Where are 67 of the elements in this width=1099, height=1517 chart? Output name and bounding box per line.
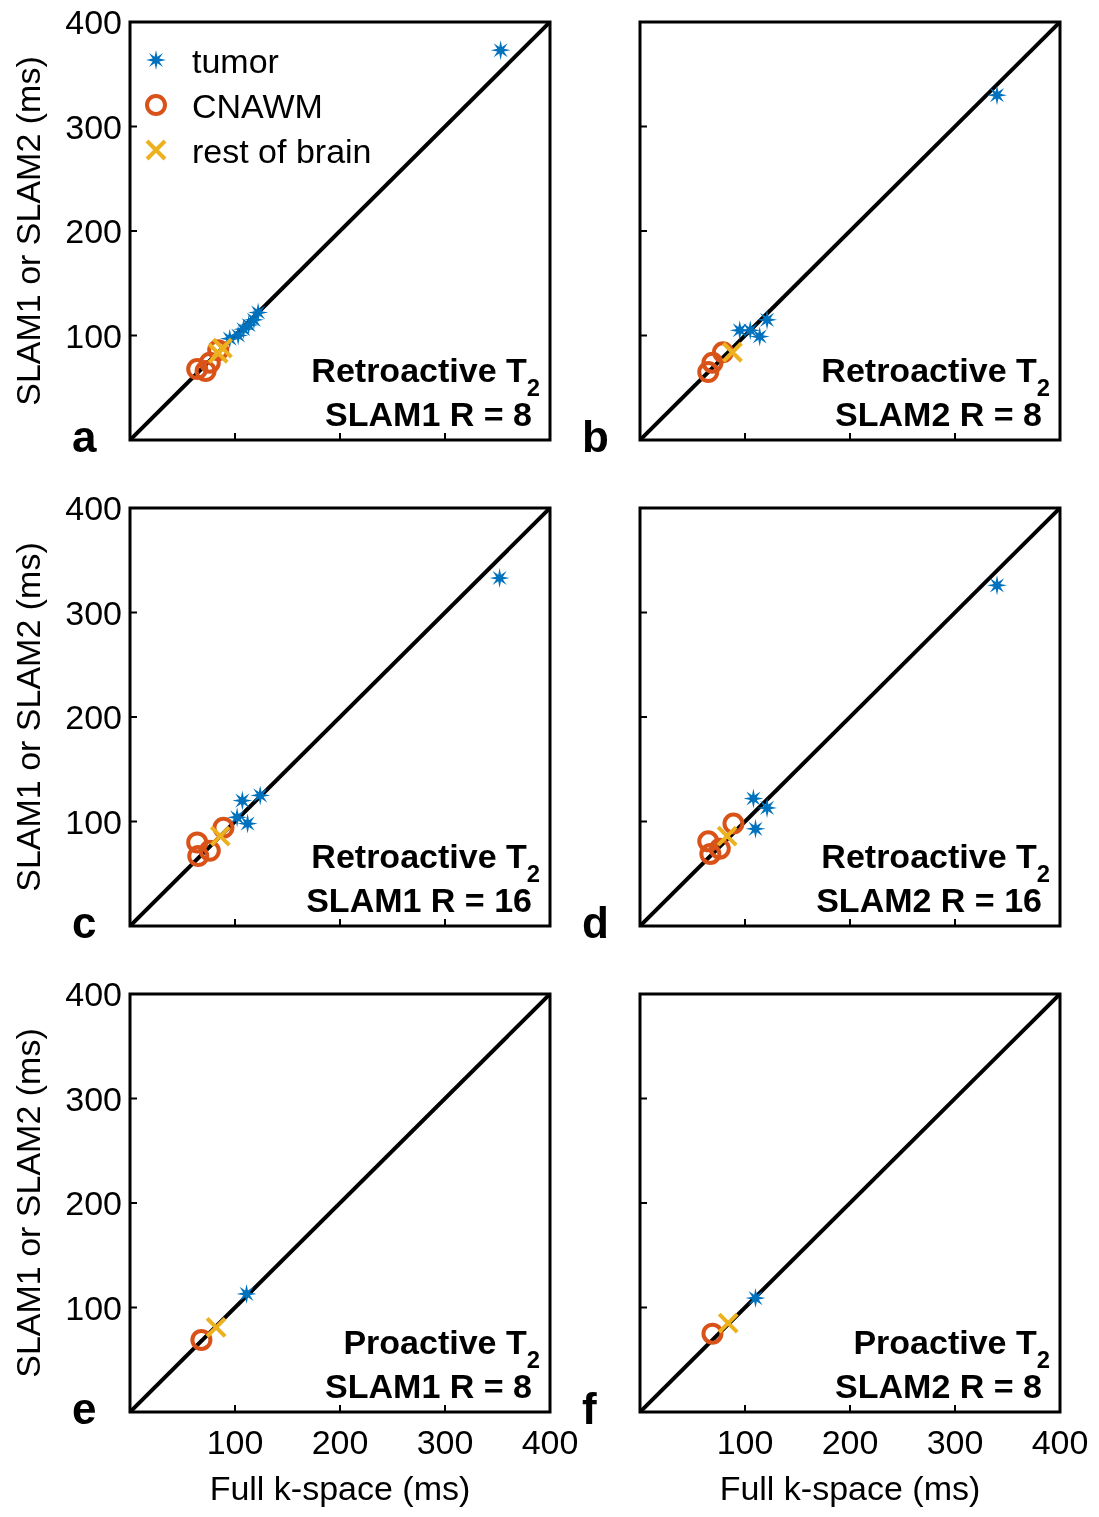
point: [190, 1328, 213, 1351]
point: [186, 357, 209, 380]
y-axis-title: SLAM1 or SLAM2 (ms): [9, 56, 47, 406]
x-axis-title: Full k-space (ms): [719, 1469, 981, 1507]
y-tick-label: 200: [65, 212, 122, 250]
text: f: [582, 1384, 597, 1433]
text: b: [582, 412, 609, 461]
point: [743, 788, 764, 809]
point: [194, 360, 217, 383]
y-axis-title: SLAM1 or SLAM2 (ms): [9, 542, 47, 892]
y-tick-label: 100: [65, 316, 122, 355]
y-tick-label: 300: [65, 593, 122, 632]
x-tick-label: 400: [521, 1423, 579, 1461]
point: [205, 1316, 228, 1339]
y-tick-label: 200: [65, 698, 122, 736]
point: [757, 309, 778, 330]
y-tick-label: 400: [65, 975, 122, 1013]
point: [722, 812, 745, 835]
text: c: [72, 898, 97, 947]
point: [701, 351, 724, 374]
x-tick-label: 200: [311, 1423, 369, 1461]
x-tick-label: 100: [206, 1423, 264, 1461]
x-tick-label: 200: [821, 1423, 879, 1461]
y-tick-label: 200: [65, 1184, 122, 1222]
point: [757, 797, 778, 818]
point: [716, 825, 739, 848]
point: [198, 839, 221, 862]
text: a: [72, 412, 97, 461]
point: [699, 842, 722, 865]
point: [708, 837, 731, 860]
point: [697, 830, 720, 853]
point: [987, 575, 1007, 596]
text: d: [582, 898, 609, 947]
y-tick-label: 400: [65, 3, 122, 41]
y-tick-label: 300: [65, 107, 122, 146]
text: e: [72, 1384, 97, 1433]
point: [721, 341, 744, 364]
point: [490, 40, 511, 61]
point: [749, 326, 770, 347]
legend-label: tumor: [192, 42, 279, 80]
x-tick-label: 300: [416, 1423, 474, 1461]
x-tick-label: 300: [926, 1423, 984, 1461]
point: [186, 831, 209, 854]
point: [187, 844, 210, 867]
point: [740, 320, 761, 341]
point: [232, 790, 253, 811]
point: [248, 302, 269, 323]
point: [198, 351, 221, 374]
point: [236, 1283, 257, 1304]
y-tick-label: 400: [65, 489, 122, 527]
point: [489, 568, 510, 589]
point: [209, 825, 232, 848]
legend-label: CNAWM: [192, 87, 323, 125]
point: [745, 818, 766, 839]
point: [987, 85, 1007, 106]
y-tick-label: 100: [65, 802, 122, 841]
x-tick-label: 100: [716, 1423, 774, 1461]
y-axis-title: SLAM1 or SLAM2 (ms): [9, 1028, 47, 1378]
point: [250, 785, 271, 806]
x-axis-title: Full k-space (ms): [209, 1469, 471, 1507]
legend-label: rest of brain: [192, 132, 372, 170]
y-tick-label: 100: [65, 1288, 122, 1327]
x-tick-label: 400: [1031, 1423, 1089, 1461]
y-tick-label: 300: [65, 1079, 122, 1118]
point: [237, 813, 258, 834]
point: [697, 361, 720, 384]
point: [227, 807, 248, 828]
